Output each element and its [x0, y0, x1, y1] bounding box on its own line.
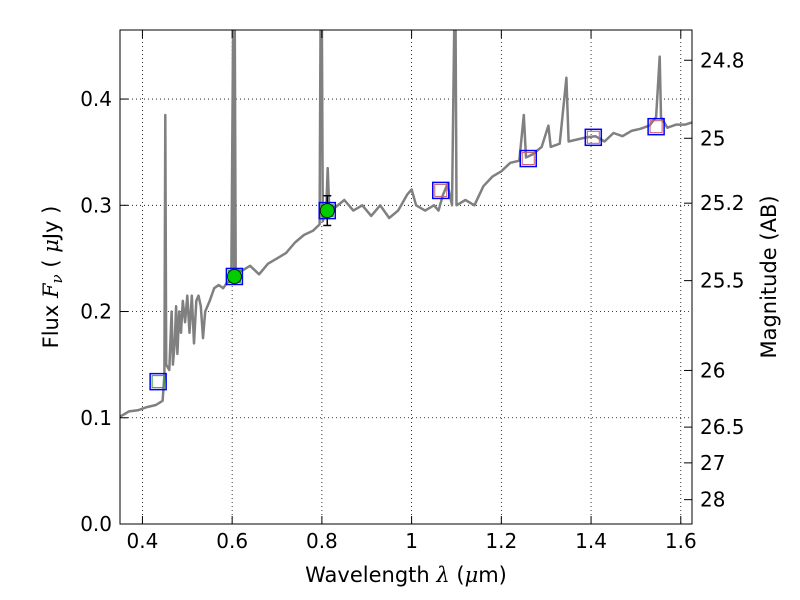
y2-tick-label: 26.5 [700, 415, 745, 439]
x-tick-label: 1.4 [575, 529, 607, 553]
x-tick-label: 1 [405, 529, 418, 553]
model-photometry-inner [434, 183, 448, 197]
x-tick-label: 1.2 [485, 529, 517, 553]
marker-layer [149, 117, 665, 391]
model-photometry-inner [586, 130, 600, 144]
x-tick-label: 0.6 [216, 529, 248, 553]
spectrum-line [120, 30, 692, 418]
model-photometry-square [225, 267, 244, 286]
y-axis-title: Flux Fν ( μJy ) [39, 206, 66, 349]
model-photometry-inner [151, 375, 165, 389]
model-photometry-square [519, 149, 538, 168]
x-tick-label: 0.8 [306, 529, 338, 553]
y-axis-title-mu: μ [39, 239, 63, 253]
y2-tick-label: 25.5 [700, 269, 745, 293]
y2-tick-label: 26 [700, 358, 725, 382]
y2-axis-title: Magnitude (AB) [757, 195, 781, 358]
tick-layer: 0.4 0.6 0.8 1 1.2 1.4 1.6 0.0 0.1 0.2 0.3 0.4 24.8 25… [80, 30, 745, 553]
x-axis-title-lambda: λ [435, 563, 449, 587]
y2-tick-label: 25 [700, 126, 725, 150]
y2-tick-label: 27 [700, 451, 725, 475]
y2-tick-label: 24.8 [700, 48, 745, 72]
grid-lines [120, 30, 692, 525]
plot-frame [119, 29, 693, 525]
y-axis-title-part: ( [39, 253, 63, 275]
y-axis-title-part: Jy ) [39, 206, 63, 242]
model-photometry-square [149, 372, 167, 391]
y-tick-label: 0.4 [80, 87, 112, 111]
y-axis-title-F: F [39, 282, 63, 299]
model-photometry-inner [521, 152, 535, 166]
y2-tick-label: 28 [700, 488, 725, 512]
spectrum-layer [120, 30, 692, 418]
y-tick-label: 0.3 [80, 193, 112, 217]
x-axis-title-part: Wavelength [305, 563, 436, 587]
y-tick-label: 0.1 [80, 406, 112, 430]
model-photometry-square [647, 117, 665, 136]
x-axis-title-mu: μ [465, 563, 479, 587]
y-axis-title-nu: ν [48, 274, 66, 283]
model-photometry-square [432, 181, 450, 200]
model-photometry-square [584, 128, 603, 147]
x-axis-title-part: m) [478, 563, 507, 587]
x-tick-label: 1.6 [665, 529, 697, 553]
observed-point [319, 203, 335, 219]
observed-point [226, 269, 242, 284]
y2-tick-label: 25.2 [700, 191, 745, 215]
y-tick-label: 0.2 [80, 300, 112, 324]
x-tick-label: 0.4 [127, 529, 159, 553]
x-axis-title-part: ( [450, 563, 465, 587]
y-tick-label: 0.0 [80, 512, 112, 536]
model-photometry-inner [649, 120, 663, 134]
x-axis-title: Wavelength λ (μm) [305, 563, 507, 587]
y-axis-title-part: Flux [39, 298, 63, 348]
